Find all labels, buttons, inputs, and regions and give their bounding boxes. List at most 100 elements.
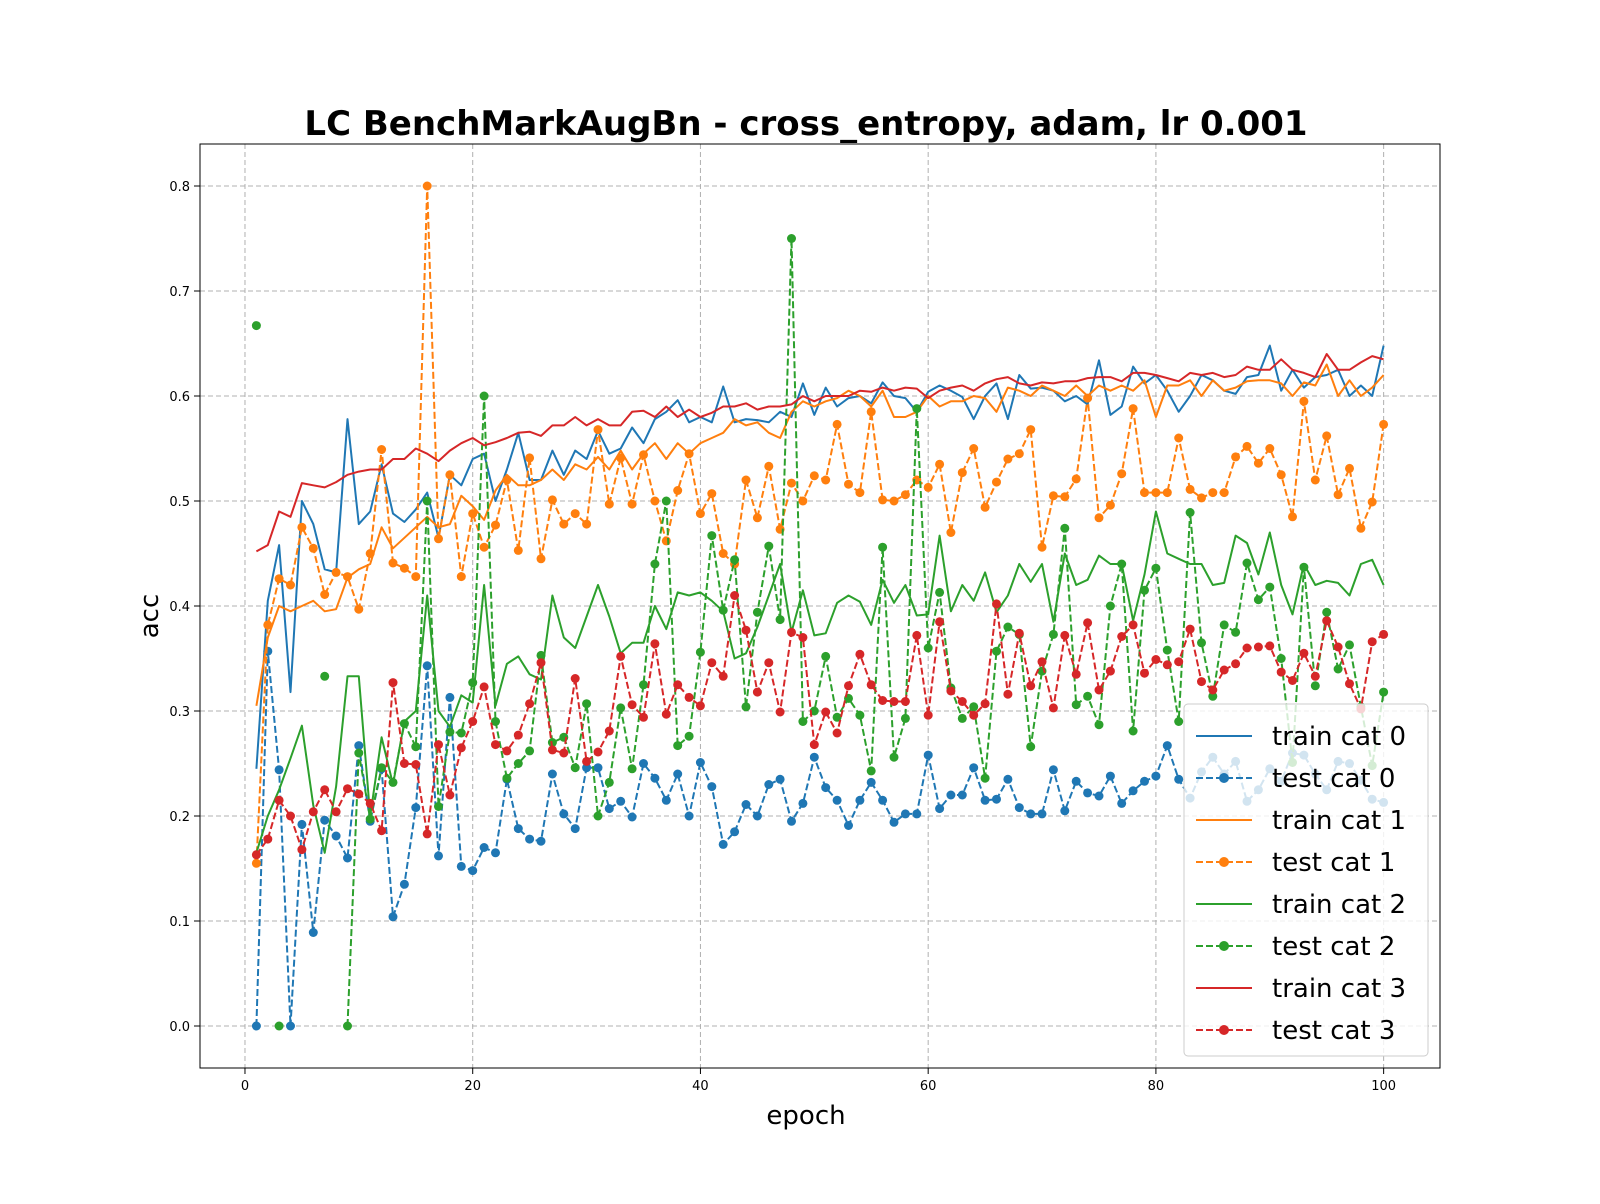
data-point — [912, 630, 922, 640]
data-point — [752, 811, 762, 821]
data-point — [992, 599, 1001, 609]
x-tick-label: 80 — [1148, 1079, 1165, 1094]
data-point — [547, 745, 557, 755]
data-point — [502, 746, 512, 756]
data-point — [1299, 562, 1309, 572]
data-point — [1253, 642, 1263, 652]
data-point — [1208, 691, 1218, 701]
data-point — [1197, 493, 1206, 503]
data-point — [286, 580, 295, 590]
data-point — [582, 756, 592, 766]
data-point — [263, 620, 273, 630]
data-point — [855, 795, 865, 805]
x-tick-label: 40 — [692, 1079, 709, 1094]
data-point — [1333, 664, 1343, 674]
series-line — [255, 650, 1384, 1027]
data-point — [1162, 741, 1172, 751]
data-point — [354, 748, 364, 758]
data-point — [1333, 642, 1343, 652]
y-tick-label: 0.0 — [169, 1020, 190, 1035]
x-axis-label: epoch — [766, 1101, 845, 1131]
data-point — [491, 520, 500, 530]
data-point — [456, 572, 466, 582]
data-point — [331, 567, 341, 577]
data-point — [525, 453, 535, 463]
data-point — [1219, 665, 1229, 675]
data-point — [798, 798, 808, 808]
data-point — [1162, 645, 1172, 655]
data-point — [900, 697, 910, 706]
legend-item: test cat 2 — [1196, 932, 1395, 962]
data-point — [411, 572, 421, 582]
data-point — [1083, 691, 1093, 701]
data-point — [331, 831, 341, 841]
x-tick-label: 0 — [241, 1079, 249, 1094]
data-point — [479, 542, 489, 552]
data-point — [320, 815, 330, 825]
y-axis-label: acc — [135, 594, 165, 639]
data-point — [445, 470, 455, 480]
data-point — [946, 528, 956, 537]
data-point — [661, 795, 671, 805]
data-point — [900, 490, 910, 500]
data-point — [980, 773, 990, 783]
data-point — [673, 680, 683, 690]
data-point — [1003, 689, 1013, 699]
data-point — [1322, 616, 1332, 626]
data-point — [1105, 666, 1115, 676]
series-train-cat-3 — [255, 353, 1384, 553]
data-point — [1105, 771, 1115, 781]
data-point — [286, 1021, 295, 1031]
data-point — [695, 509, 705, 519]
x-tick-label: 60 — [920, 1079, 937, 1094]
data-point — [582, 519, 592, 529]
data-point — [616, 453, 626, 463]
data-point — [878, 495, 888, 505]
data-point — [1162, 488, 1172, 498]
legend-marker — [1219, 1025, 1229, 1035]
data-point — [923, 482, 933, 492]
data-point — [718, 839, 728, 849]
data-point — [1242, 441, 1252, 451]
data-point — [730, 591, 740, 600]
data-point — [969, 702, 979, 712]
data-point — [274, 1021, 284, 1031]
data-point — [399, 879, 409, 889]
data-point — [957, 790, 967, 800]
data-point — [513, 824, 523, 834]
data-point — [695, 701, 705, 711]
data-point — [889, 697, 899, 706]
data-point — [1071, 669, 1081, 679]
data-point — [1322, 431, 1332, 441]
data-point — [1128, 404, 1138, 414]
data-point — [365, 814, 375, 824]
data-point — [889, 496, 899, 506]
y-tick-label: 0.5 — [169, 495, 190, 510]
data-point — [1003, 774, 1013, 784]
x-tick-label: 100 — [1371, 1079, 1396, 1094]
data-point — [935, 587, 945, 597]
data-point — [1037, 809, 1047, 819]
data-point — [957, 468, 967, 478]
data-point — [411, 803, 421, 813]
data-point — [468, 509, 478, 519]
data-point — [741, 800, 751, 809]
data-point — [1219, 620, 1229, 630]
data-point — [980, 795, 990, 805]
data-point — [1197, 677, 1206, 687]
data-point — [992, 477, 1001, 487]
data-point — [764, 541, 774, 551]
data-point — [1140, 488, 1149, 498]
data-point — [536, 554, 546, 564]
data-point — [479, 682, 489, 692]
data-point — [604, 777, 614, 787]
data-point — [525, 834, 535, 844]
data-point — [513, 545, 523, 555]
data-point — [707, 782, 717, 792]
data-point — [468, 678, 478, 688]
data-point — [547, 495, 557, 505]
data-point — [809, 471, 819, 481]
data-point — [536, 650, 546, 660]
data-point — [456, 861, 466, 871]
data-point — [251, 1021, 261, 1031]
